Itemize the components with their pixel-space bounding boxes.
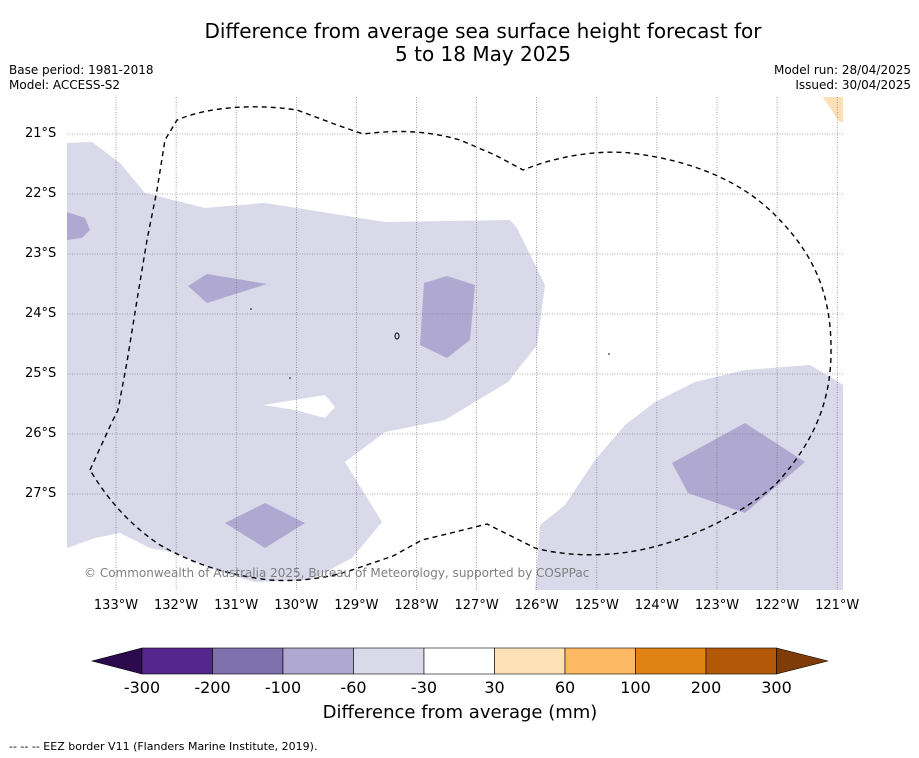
- colorbar-segment: [353, 647, 425, 675]
- colorbar-segment: [141, 647, 213, 675]
- colorbar-segment: [705, 647, 777, 675]
- longitude-label: 121°W: [815, 598, 860, 613]
- island-4: [608, 353, 610, 355]
- longitude-label: 125°W: [574, 598, 619, 613]
- eez-legend-note: -- -- -- EEZ border V11 (Flanders Marine…: [9, 740, 318, 753]
- colorbar-tick-label: -30: [410, 678, 438, 697]
- gridlines: [67, 97, 843, 590]
- colorbar-segment: [494, 647, 566, 675]
- base-period: Base period: 1981-2018: [9, 63, 154, 77]
- model-info: Base period: 1981-2018 Model: ACCESS-S2: [9, 63, 154, 93]
- run-info: Model run: 28/04/2025 Issued: 30/04/2025: [774, 63, 911, 93]
- longitude-label: 126°W: [514, 598, 559, 613]
- island-3: [289, 377, 291, 379]
- copyright-credit: © Commonwealth of Australia 2025, Bureau…: [84, 566, 590, 580]
- longitude-label: 123°W: [694, 598, 740, 613]
- colorbar-segment: [282, 647, 354, 675]
- island-2: [250, 308, 252, 310]
- island-1: [394, 332, 400, 340]
- model-name: Model: ACCESS-S2: [9, 78, 121, 92]
- colorbar: [90, 647, 829, 675]
- colorbar-extend-high: [776, 647, 829, 675]
- colorbar-tick-label: -200: [194, 678, 231, 697]
- eez-border: [89, 106, 832, 582]
- longitude-label: 129°W: [334, 598, 379, 613]
- colorbar-tick-label: 200: [690, 678, 722, 697]
- colorbar-segment: [635, 647, 707, 675]
- anomaly-region-medium-2: [188, 274, 267, 303]
- longitude-label: 131°W: [214, 598, 259, 613]
- anomaly-region-medium-5: [672, 423, 805, 513]
- model-run: Model run: 28/04/2025: [773, 63, 911, 77]
- anomaly-region-medium-3: [420, 276, 475, 358]
- colorbar-title: Difference from average (mm): [322, 702, 598, 723]
- colorbar-tick-label: -100: [264, 678, 302, 697]
- colorbar-tick-label: 100: [620, 678, 651, 697]
- issued-date: Issued: 30/04/2025: [795, 78, 911, 92]
- colorbar-tick-label: 60: [554, 678, 576, 697]
- latitude-label: 21°S: [25, 126, 57, 141]
- latitude-label: 24°S: [25, 306, 57, 321]
- longitude-label: 133°W: [93, 598, 139, 613]
- colorbar-extend-low: [90, 647, 143, 675]
- latitude-label: 27°S: [25, 486, 57, 501]
- longitude-label: 127°W: [454, 598, 499, 613]
- longitude-label: 132°W: [154, 598, 199, 613]
- title-line-2: 5 to 18 May 2025: [395, 42, 571, 66]
- anomaly-region-medium-4: [225, 503, 305, 548]
- longitude-label: 122°W: [755, 598, 800, 613]
- longitude-label: 130°W: [274, 598, 319, 613]
- colorbar-segment: [423, 647, 495, 675]
- anomaly-region-light-west: [67, 142, 545, 582]
- colorbar-tick-label: 300: [761, 678, 792, 697]
- latitude-label: 22°S: [25, 186, 57, 201]
- latitude-label: 26°S: [25, 426, 57, 441]
- anomaly-region-medium-1: [67, 212, 90, 240]
- anomaly-region-positive: [823, 97, 843, 123]
- near-average-patch: [263, 395, 335, 418]
- colorbar-tick-label: -60: [340, 678, 367, 697]
- map-title: Difference from average sea surface heig…: [150, 20, 816, 66]
- longitude-label: 128°W: [394, 598, 439, 613]
- longitude-label: 124°W: [634, 598, 679, 613]
- title-line-1: Difference from average sea surface heig…: [204, 19, 762, 43]
- colorbar-tick-label: 30: [484, 678, 505, 697]
- latitude-label: 25°S: [25, 366, 57, 381]
- colorbar-segment: [212, 647, 284, 675]
- latitude-label: 23°S: [25, 246, 57, 261]
- colorbar-tick-label: -300: [123, 678, 161, 697]
- colorbar-segment: [564, 647, 636, 675]
